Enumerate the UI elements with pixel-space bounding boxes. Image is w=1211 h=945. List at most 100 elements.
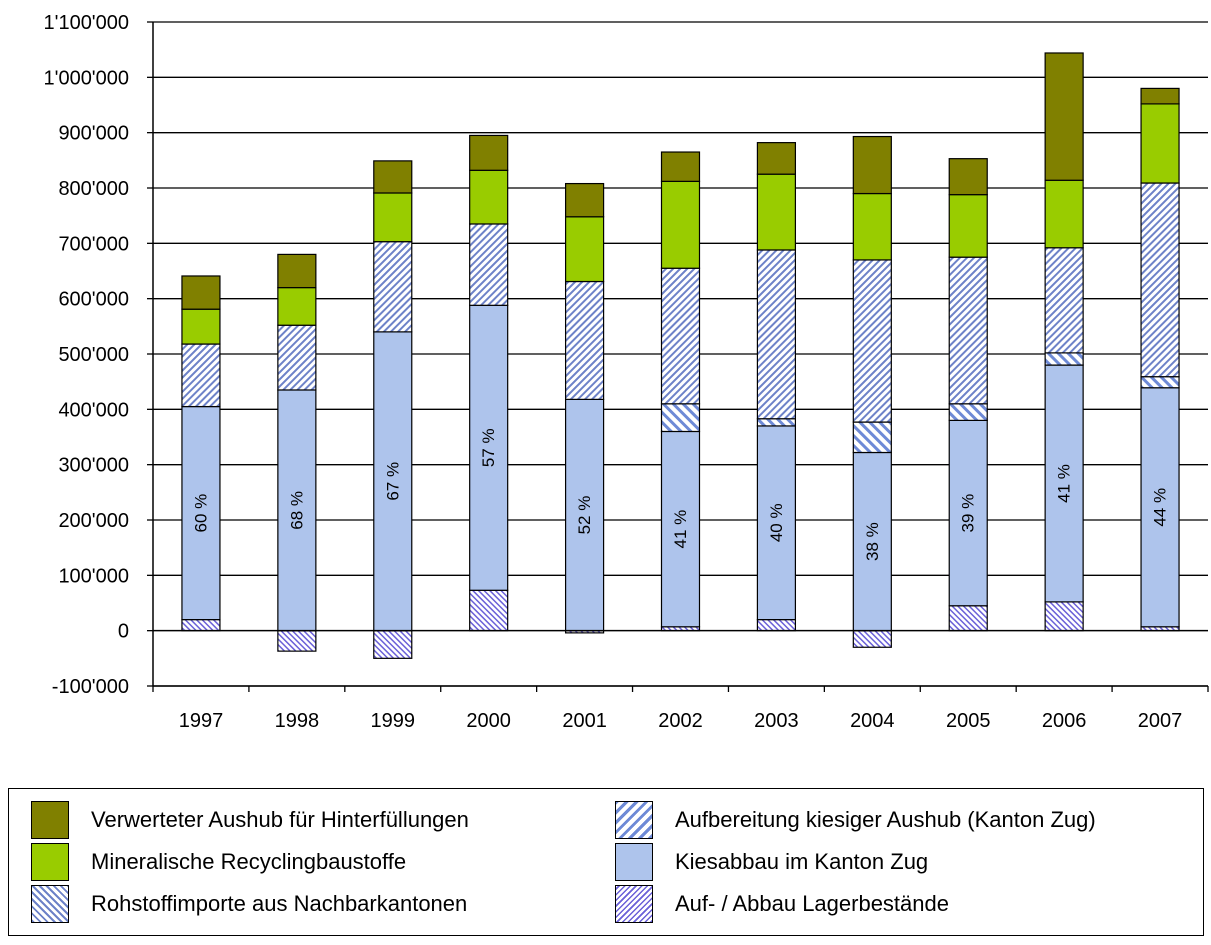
data-label: 44 % <box>1151 488 1170 527</box>
data-label: 68 % <box>287 491 306 530</box>
bar-segment-aushub <box>948 158 988 196</box>
data-labels: 60 % 68 % 67 % 57 % 52 % 41 % 40 % 38 % 39 % 41 %… <box>191 428 1169 561</box>
legend-item-aushub: Verwerteter Aushub für Hinterfüllungen <box>31 800 469 840</box>
x-tick-label: 2004 <box>850 710 895 732</box>
bar-segment-aufber <box>852 421 892 454</box>
bar-segment-rohstoff <box>564 280 605 400</box>
legend-swatch-kies <box>615 843 653 881</box>
x-tick-label: 2005 <box>946 710 991 732</box>
bar-segment-aufber <box>756 418 797 427</box>
bar-segment-aushub <box>469 134 509 171</box>
bar-segment-lager <box>181 618 221 632</box>
legend-swatch-lager <box>615 885 653 923</box>
bar-segment-recyc <box>373 192 413 243</box>
data-label: 67 % <box>383 462 402 501</box>
bar-segment-kies <box>948 419 988 607</box>
y-tick-label: 0 <box>118 621 129 643</box>
y-tick-label: 1'000'000 <box>44 67 130 89</box>
bar-segment-kies <box>660 430 701 628</box>
bar-segment-rohstoff <box>1140 182 1180 378</box>
bar-segment-rohstoff <box>1044 247 1084 354</box>
x-tick-label: 2007 <box>1138 710 1183 732</box>
y-tick-label: 500'000 <box>58 344 129 366</box>
y-tick-label: 600'000 <box>58 289 129 311</box>
bar-segment-aushub <box>852 135 892 195</box>
bar-segment-rohstoff <box>756 249 797 420</box>
bar-segment-aushub <box>181 275 221 310</box>
y-tick-label: 1'100'000 <box>44 12 130 34</box>
bar-segment-recyc <box>660 180 701 269</box>
x-tick-label: 2001 <box>562 710 607 732</box>
bar-segment-rohstoff <box>373 241 413 333</box>
legend-item-kies: Kiesabbau im Kanton Zug <box>615 842 928 882</box>
bar-segment-kies <box>1140 387 1180 628</box>
data-label: 41 % <box>671 510 690 549</box>
bar-segment-recyc <box>948 194 988 258</box>
y-tick-label: 800'000 <box>58 178 129 200</box>
y-tick-label: 100'000 <box>58 565 129 587</box>
data-label: 57 % <box>479 428 498 467</box>
legend-item-recyc: Mineralische Recyclingbaustoffe <box>31 842 406 882</box>
x-tick-label: 1998 <box>275 710 320 732</box>
bar-segment-aushub <box>373 160 413 194</box>
bar-segment-rohstoff <box>277 324 317 391</box>
bar-segment-recyc <box>181 308 221 345</box>
x-tick-label: 2000 <box>466 710 511 732</box>
bar-segment-aushub <box>756 142 797 175</box>
legend-item-lager: Auf- / Abbau Lagerbestände <box>615 884 949 924</box>
data-label: 52 % <box>575 496 594 535</box>
bar-segment-kies <box>756 425 797 621</box>
data-label: 39 % <box>959 494 978 533</box>
bar-segment-rohstoff <box>660 267 701 405</box>
bar-segment-rohstoff <box>181 343 221 408</box>
legend-label: Verwerteter Aushub für Hinterfüllungen <box>91 807 469 832</box>
bar-segment-recyc <box>1044 179 1084 249</box>
bar-segment-aushub <box>1140 87 1180 105</box>
bar-segment-recyc <box>564 216 605 283</box>
bar-segment-lager <box>852 630 892 648</box>
bar-segment-aushub <box>660 151 701 182</box>
x-tick-label: 2006 <box>1042 710 1087 732</box>
bar-segment-aushub <box>277 253 317 289</box>
y-tick-label: 700'000 <box>58 233 129 255</box>
legend-item-rohstoff: Rohstoffimporte aus Nachbarkantonen <box>31 884 467 924</box>
bar-segment-aufber <box>948 403 988 421</box>
y-axis-ticks: 1'100'000 1'000'000 900'000 800'000 700'000 6… <box>44 12 153 698</box>
y-tick-label: 900'000 <box>58 123 129 145</box>
bar-segment-recyc <box>756 173 797 251</box>
bar-segment-kies <box>564 398 605 632</box>
bar-segment-aushub <box>564 182 605 218</box>
bar-segment-aufber <box>1044 352 1084 366</box>
legend-swatch-aufber <box>615 801 653 839</box>
bar-segment-lager <box>756 618 797 632</box>
bar-segment-recyc <box>1140 103 1180 184</box>
bar-segment-rohstoff <box>948 256 988 405</box>
x-tick-label: 1999 <box>371 710 416 732</box>
bar-segment-kies <box>469 304 509 591</box>
data-label: 41 % <box>1055 464 1074 503</box>
bar-segment-rohstoff <box>852 259 892 423</box>
x-tick-label: 1997 <box>179 710 224 732</box>
x-tick-label: 2003 <box>754 710 799 732</box>
bar-segment-recyc <box>277 287 317 326</box>
legend-label: Rohstoffimporte aus Nachbarkantonen <box>91 891 468 916</box>
bar-stacks <box>181 52 1180 659</box>
bar-segment-lager <box>277 630 317 652</box>
axes <box>152 22 1209 692</box>
legend-swatch-aushub <box>31 801 69 839</box>
legend-swatch-recyc <box>31 843 69 881</box>
data-label: 38 % <box>863 522 882 561</box>
bar-segment-kies <box>852 451 892 632</box>
legend-item-aufber: Aufbereitung kiesiger Aushub (Kanton Zug… <box>615 800 1096 840</box>
bar-segment-aufber <box>1140 376 1180 389</box>
y-tick-label: 400'000 <box>58 399 129 421</box>
legend: Verwerteter Aushub für Hinterfüllungen M… <box>8 788 1204 936</box>
data-label: 40 % <box>767 503 786 542</box>
bar-segment-lager <box>948 605 988 632</box>
bar-segment-aushub <box>1044 52 1084 181</box>
y-tick-label: -100'000 <box>52 676 129 698</box>
y-tick-label: 300'000 <box>58 455 129 477</box>
bar-segment-lager <box>469 589 509 632</box>
chart: 1'100'000 1'000'000 900'000 800'000 700'000 6… <box>44 12 1209 732</box>
bar-segment-rohstoff <box>469 223 509 306</box>
